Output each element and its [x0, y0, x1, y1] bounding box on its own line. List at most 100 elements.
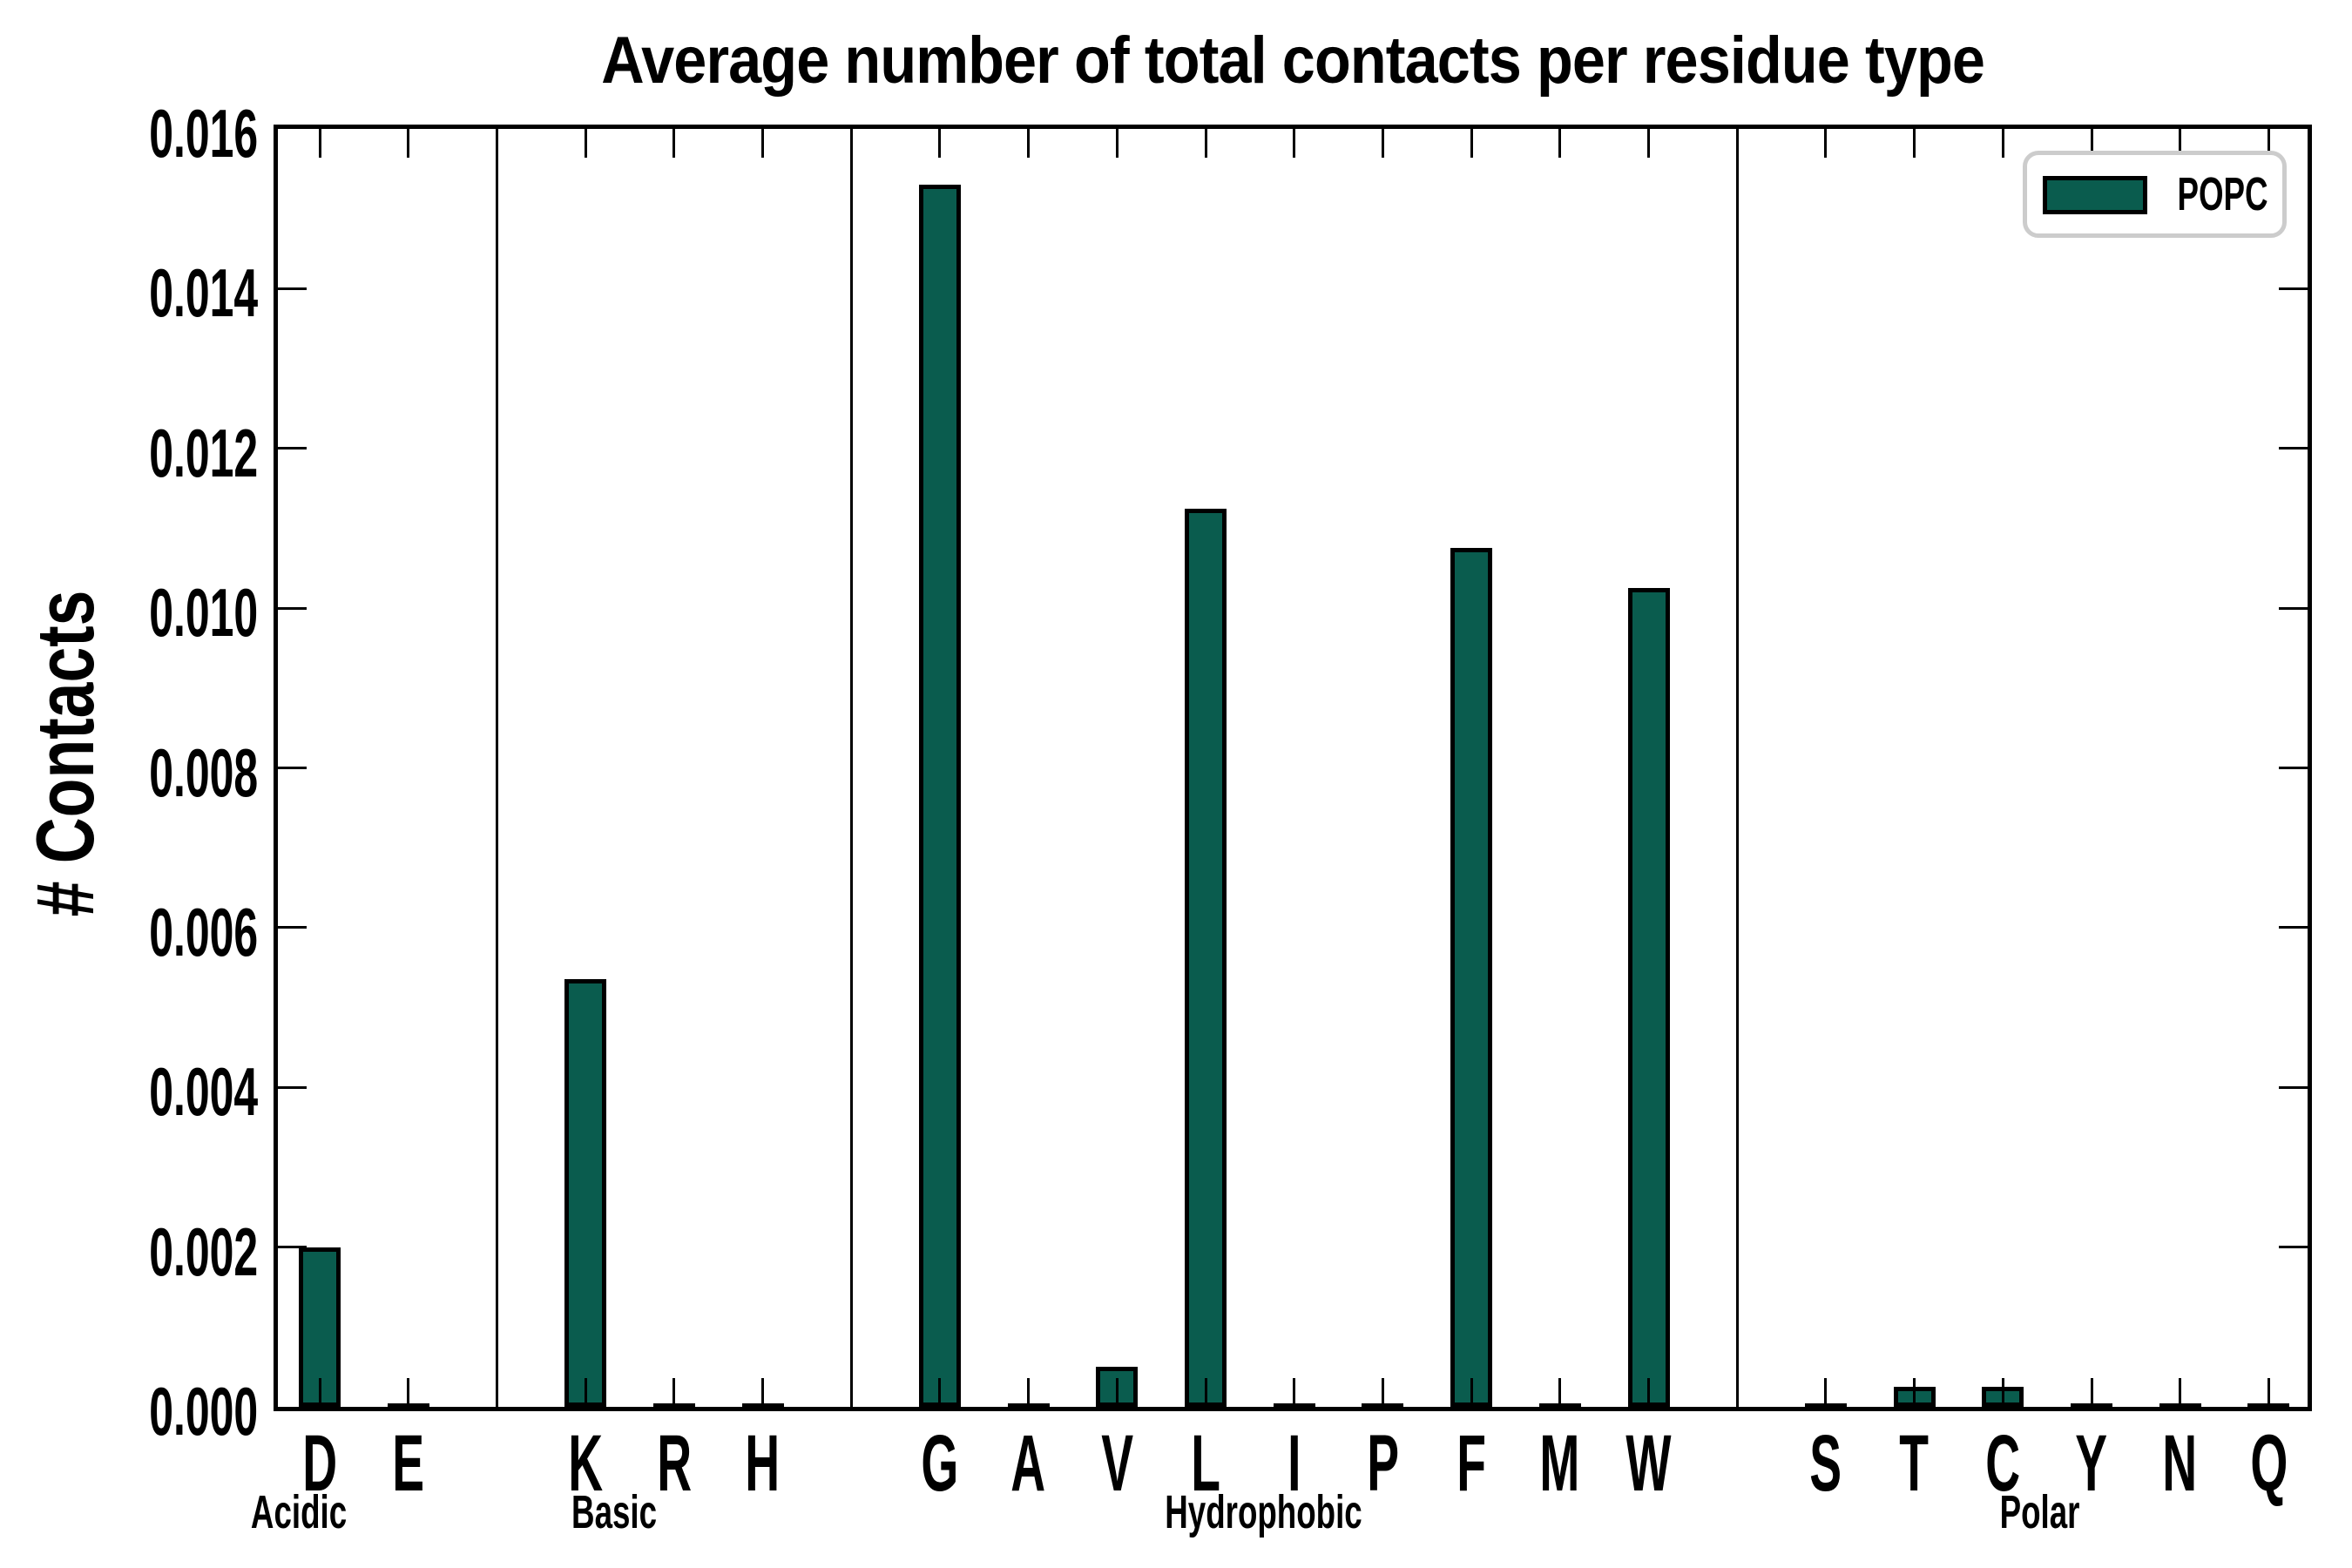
x-tick-H-top [761, 129, 764, 158]
x-label-A: A [977, 1419, 1081, 1508]
group-separator-1 [849, 129, 853, 1407]
y-tick-0.002-left [278, 1246, 307, 1249]
x-label-text-I: I [1288, 1419, 1301, 1508]
x-tick-Y-bottom [2090, 1378, 2093, 1407]
group-separator-0 [495, 129, 498, 1407]
y-tick-0.006-left [278, 926, 307, 929]
x-tick-W-bottom [1647, 1378, 1650, 1407]
x-tick-F-top [1470, 129, 1473, 158]
x-label-text-P: P [1366, 1419, 1399, 1508]
x-tick-P-top [1381, 129, 1384, 158]
y-tick-label-text-0.006: 0.006 [149, 893, 258, 970]
x-label-text-M: M [1539, 1419, 1580, 1508]
x-label-text-N: N [2162, 1419, 2198, 1508]
y-tick-label-0.008: 0.008 [0, 738, 258, 808]
x-label-N: N [2128, 1419, 2233, 1508]
y-tick-label-0.000: 0.000 [0, 1376, 258, 1446]
x-label-text-R: R [656, 1419, 692, 1508]
group-label-basic: Basic [440, 1486, 788, 1538]
x-label-V: V [1064, 1419, 1169, 1508]
x-tick-M-top [1558, 129, 1562, 158]
x-tick-M-bottom [1558, 1378, 1562, 1407]
x-label-text-T: T [1899, 1419, 1930, 1508]
y-tick-0.002-right [2279, 1246, 2308, 1249]
y-tick-0.010-left [278, 606, 307, 610]
x-tick-I-bottom [1293, 1378, 1296, 1407]
bar-W [1627, 588, 1670, 1407]
y-tick-label-text-0.014: 0.014 [149, 254, 258, 332]
y-tick-0.006-right [2279, 926, 2308, 929]
y-tick-0.008-right [2279, 767, 2308, 769]
x-tick-K-bottom [584, 1378, 587, 1407]
x-label-L: L [1153, 1419, 1258, 1508]
x-label-T: T [1862, 1419, 1967, 1508]
x-tick-V-top [1115, 129, 1119, 158]
x-label-text-C: C [1985, 1419, 2021, 1508]
y-tick-0.010-right [2279, 606, 2308, 610]
x-tick-Q-bottom [2267, 1378, 2270, 1407]
bar-L [1185, 509, 1227, 1407]
group-label-hydrophobic: Hydrophobic [1089, 1486, 1437, 1538]
x-tick-Y-top [2090, 129, 2093, 158]
y-tick-label-0.012: 0.012 [0, 418, 258, 488]
y-tick-label-text-0.000: 0.000 [149, 1373, 258, 1450]
x-tick-E-top [407, 129, 410, 158]
x-tick-E-bottom [407, 1378, 410, 1407]
x-tick-K-top [584, 129, 587, 158]
x-tick-L-bottom [1204, 1378, 1207, 1407]
group-separator-2 [1735, 129, 1739, 1407]
x-label-R: R [622, 1419, 727, 1508]
y-tick-label-0.016: 0.016 [0, 98, 258, 168]
y-tick-label-0.002: 0.002 [0, 1217, 258, 1287]
plot-area [274, 125, 2312, 1411]
bar-G [918, 185, 961, 1407]
x-tick-R-top [672, 129, 676, 158]
y-tick-label-0.010: 0.010 [0, 578, 258, 647]
y-tick-0.014-left [278, 287, 307, 290]
legend-popc-swatch [2043, 176, 2147, 214]
x-label-D: D [267, 1419, 372, 1508]
x-tick-Q-top [2267, 129, 2270, 158]
legend-popc-label: POPC [2177, 168, 2268, 220]
x-label-C: C [1950, 1419, 2055, 1508]
legend-box: POPC [2023, 151, 2287, 238]
group-label-acidic: Acidic [125, 1486, 473, 1538]
x-label-G: G [888, 1423, 992, 1504]
bar-K [564, 979, 607, 1407]
x-label-M: M [1508, 1419, 1612, 1508]
x-label-P: P [1330, 1419, 1435, 1508]
x-label-text-A: A [1010, 1419, 1046, 1508]
x-label-text-S: S [1809, 1419, 1842, 1508]
x-label-text-V: V [1100, 1419, 1133, 1508]
x-tick-G-top [938, 129, 942, 158]
group-label-text-basic: Basic [571, 1486, 657, 1538]
x-label-W: W [1597, 1423, 1701, 1504]
chart-title: Average number of total contacts per res… [274, 19, 2312, 103]
y-tick-label-text-0.004: 0.004 [149, 1053, 258, 1131]
x-label-text-H: H [745, 1419, 781, 1508]
x-label-text-Q: Q [2249, 1419, 2288, 1508]
x-tick-N-top [2179, 129, 2182, 158]
x-label-text-K: K [568, 1419, 604, 1508]
x-tick-D-top [318, 129, 321, 158]
y-tick-label-text-0.016: 0.016 [149, 95, 258, 172]
y-tick-0.004-right [2279, 1085, 2308, 1089]
y-tick-0.012-left [278, 447, 307, 450]
bar-F [1450, 548, 1493, 1407]
x-label-E: E [356, 1423, 461, 1504]
y-tick-label-0.004: 0.004 [0, 1057, 258, 1126]
x-label-H: H [711, 1419, 815, 1508]
x-label-K: K [533, 1419, 638, 1508]
x-label-text-L: L [1191, 1419, 1220, 1508]
x-tick-G-bottom [938, 1378, 942, 1407]
x-label-text-D: D [302, 1419, 337, 1508]
x-tick-L-top [1204, 129, 1207, 158]
x-label-Y: Y [2039, 1423, 2144, 1504]
y-tick-label-text-0.002: 0.002 [149, 1213, 258, 1290]
x-tick-I-top [1293, 129, 1296, 158]
x-tick-C-bottom [2001, 1378, 2004, 1407]
y-tick-label-0.006: 0.006 [0, 897, 258, 967]
chart-title-text: Average number of total contacts per res… [601, 24, 1985, 98]
group-label-polar: Polar [1866, 1486, 2214, 1538]
